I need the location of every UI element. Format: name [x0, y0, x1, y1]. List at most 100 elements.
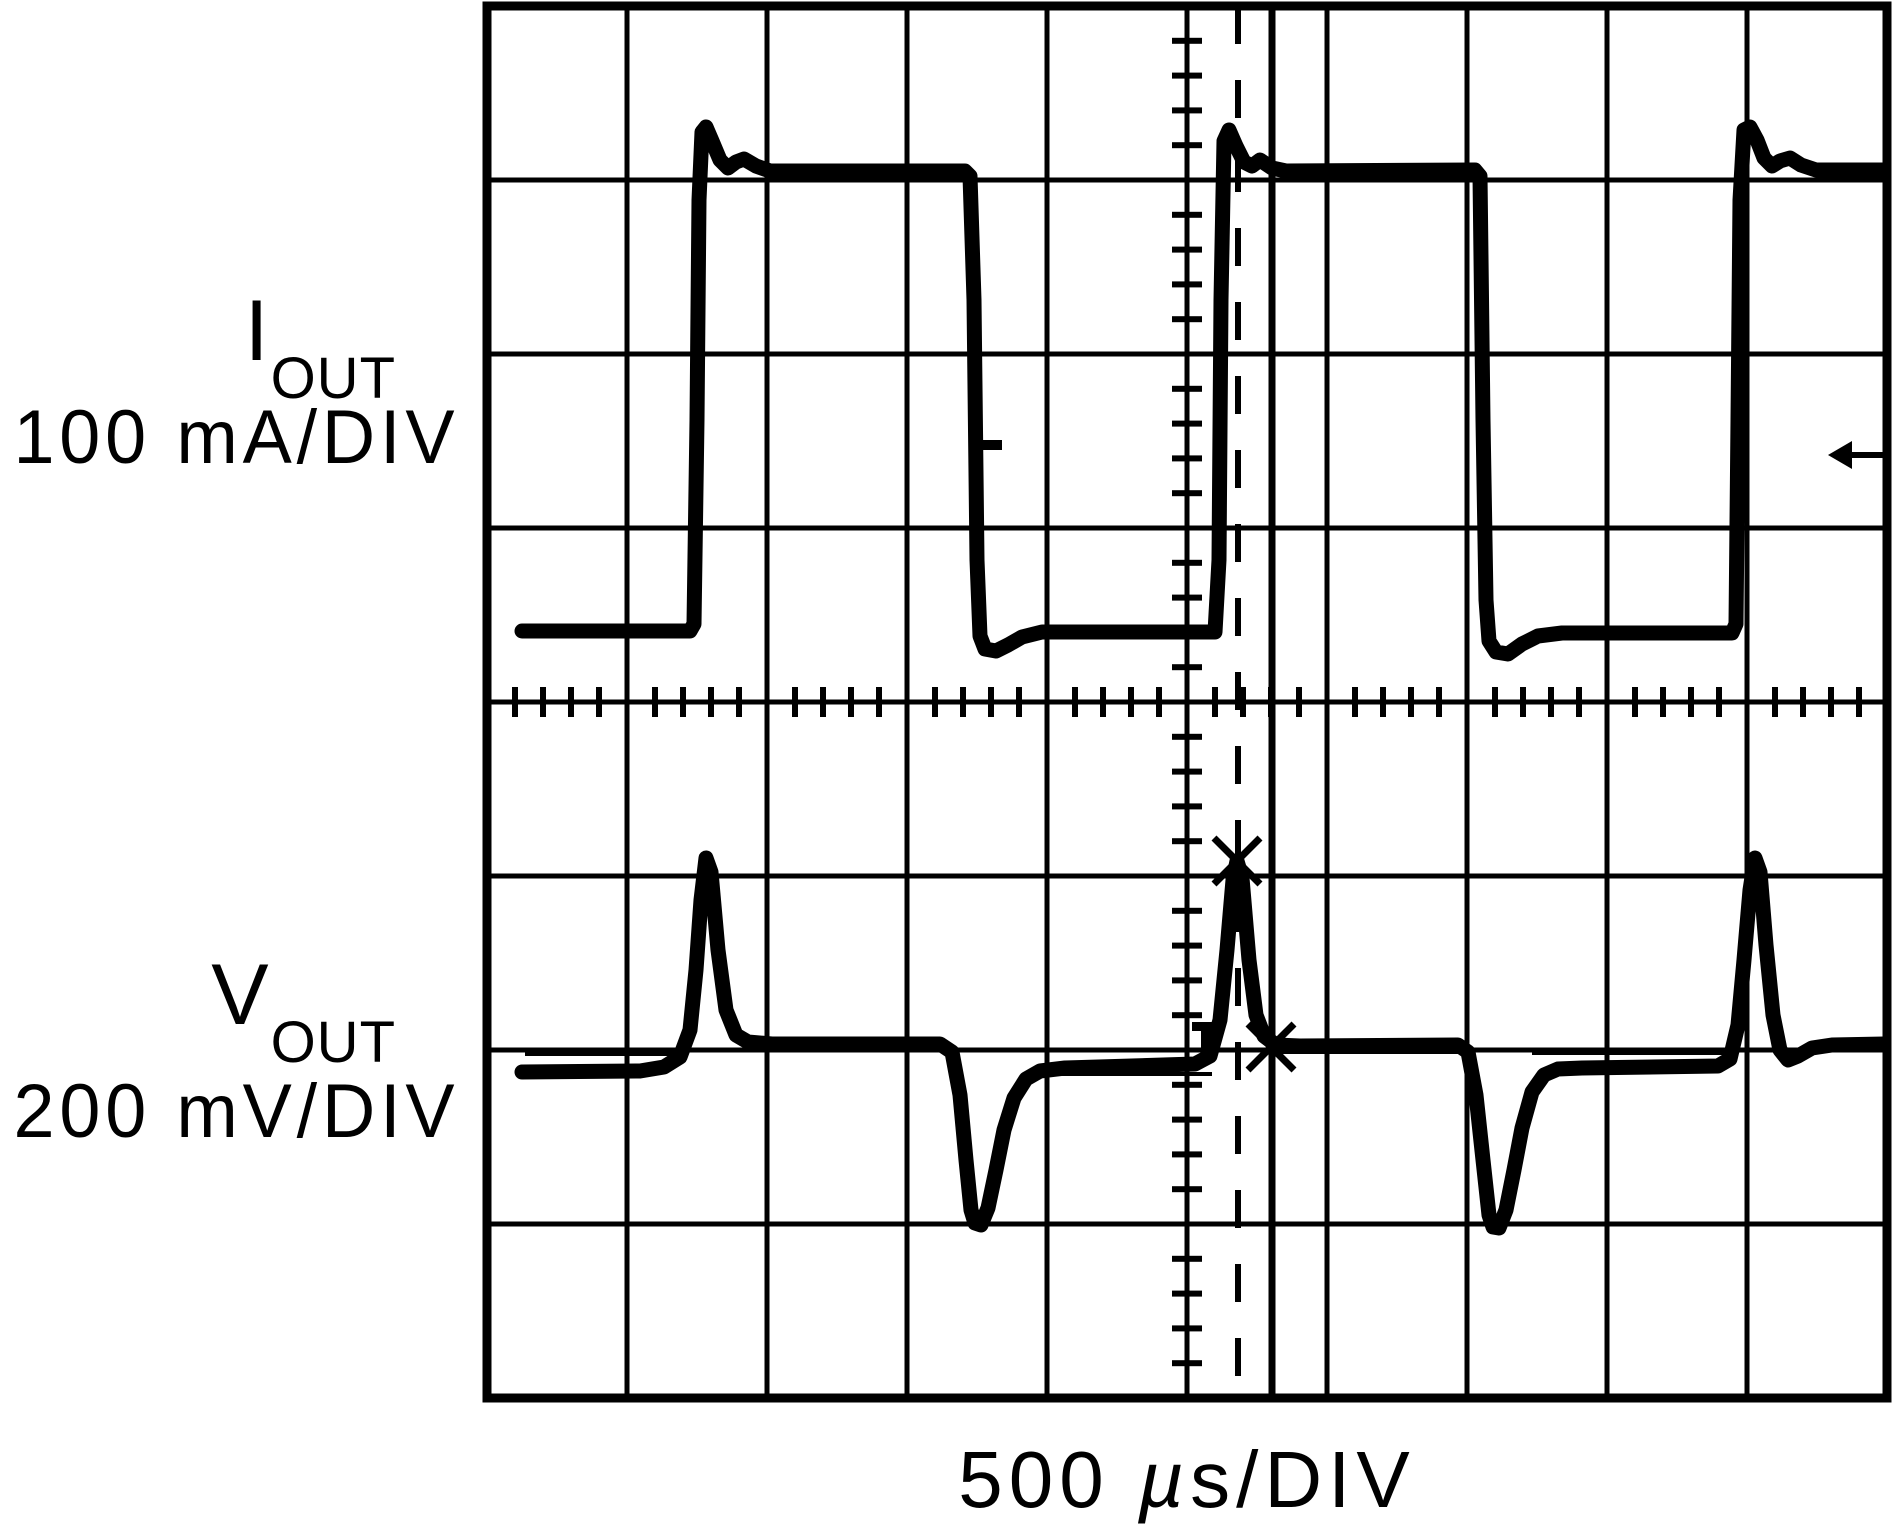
minor-tick-vertical-axis	[1172, 316, 1202, 323]
minor-tick-horizontal-axis	[1828, 687, 1834, 717]
vout-trace	[514, 850, 1892, 1236]
minor-tick-vertical-axis	[1172, 72, 1202, 79]
minor-tick-vertical-axis	[1172, 385, 1202, 392]
minor-tick-vertical-axis	[1172, 490, 1202, 497]
minor-tick-vertical-axis	[1172, 733, 1202, 740]
grid-horizontal-line	[482, 1221, 1892, 1227]
minor-tick-horizontal-axis	[1212, 687, 1218, 717]
minor-tick-horizontal-axis	[1520, 687, 1526, 717]
minor-tick-horizontal-axis	[1072, 687, 1078, 717]
minor-tick-vertical-axis	[1172, 1360, 1202, 1367]
cursor-x-marker	[1211, 835, 1263, 887]
minor-tick-horizontal-axis	[1856, 687, 1862, 717]
minor-tick-horizontal-axis	[596, 687, 602, 717]
minor-tick-horizontal-axis	[820, 687, 826, 717]
minor-tick-horizontal-axis	[1296, 687, 1302, 717]
minor-tick-horizontal-axis	[1632, 687, 1638, 717]
minor-tick-horizontal-axis	[1156, 687, 1162, 717]
minor-tick-horizontal-axis	[792, 687, 798, 717]
grid-horizontal-line	[482, 177, 1892, 183]
time-scale-unit: s/DIV	[1190, 1435, 1416, 1524]
minor-tick-vertical-axis	[1172, 1081, 1202, 1088]
minor-tick-vertical-axis	[1172, 977, 1202, 984]
minor-tick-vertical-axis	[1172, 107, 1202, 114]
minor-tick-horizontal-axis	[1240, 687, 1246, 717]
vout-symbol: V	[211, 947, 271, 1043]
minor-tick-horizontal-axis	[1408, 687, 1414, 717]
grid-horizontal-line	[482, 1393, 1892, 1403]
cursor-x-marker	[1245, 1021, 1297, 1073]
minor-tick-horizontal-axis	[1800, 687, 1806, 717]
minor-tick-horizontal-axis	[736, 687, 742, 717]
minor-tick-vertical-axis	[1172, 1290, 1202, 1297]
grid-horizontal-line	[482, 699, 1892, 705]
iout-trace	[514, 119, 1892, 662]
minor-tick-horizontal-axis	[1688, 687, 1694, 717]
minor-tick-vertical-axis	[1172, 211, 1202, 218]
vout-trace-label: VOUT	[0, 952, 396, 1072]
minor-tick-vertical-axis	[1172, 1255, 1202, 1262]
minor-tick-horizontal-axis	[1436, 687, 1442, 717]
level-arrow-head	[1828, 441, 1852, 469]
minor-tick-vertical-axis	[1172, 559, 1202, 566]
iout-symbol: I	[244, 283, 271, 379]
minor-tick-vertical-axis	[1172, 907, 1202, 914]
minor-tick-horizontal-axis	[960, 687, 966, 717]
iout-subscript: OUT	[270, 346, 396, 412]
minor-tick-vertical-axis	[1172, 803, 1202, 810]
micro-symbol: µ	[1138, 1435, 1191, 1524]
minor-tick-vertical-axis	[1172, 664, 1202, 671]
minor-tick-vertical-axis	[1172, 1186, 1202, 1193]
minor-tick-vertical-axis	[1172, 838, 1202, 845]
minor-tick-horizontal-axis	[512, 687, 518, 717]
minor-tick-vertical-axis	[1172, 37, 1202, 44]
minor-tick-horizontal-axis	[708, 687, 714, 717]
minor-tick-vertical-axis	[1172, 420, 1202, 427]
minor-tick-horizontal-axis	[1716, 687, 1722, 717]
iout-trace-label: IOUT	[0, 288, 396, 408]
minor-tick-horizontal-axis	[680, 687, 686, 717]
minor-tick-vertical-axis	[1172, 1012, 1202, 1019]
minor-tick-horizontal-axis	[1352, 687, 1358, 717]
minor-tick-vertical-axis	[1172, 1151, 1202, 1158]
minor-tick-horizontal-axis	[540, 687, 546, 717]
grid-horizontal-line	[482, 351, 1892, 357]
grid-horizontal-line	[482, 1047, 1892, 1053]
minor-tick-horizontal-axis	[1660, 687, 1666, 717]
minor-tick-vertical-axis	[1172, 281, 1202, 288]
vout-scale-label: 200 mV/DIV	[13, 1069, 460, 1154]
minor-tick-vertical-axis	[1172, 1116, 1202, 1123]
vout-subscript: OUT	[270, 1010, 396, 1076]
minor-tick-horizontal-axis	[1128, 687, 1134, 717]
grid-horizontal-line	[482, 525, 1892, 531]
minor-tick-vertical-axis	[1172, 1325, 1202, 1332]
minor-tick-horizontal-axis	[1548, 687, 1554, 717]
minor-tick-horizontal-axis	[652, 687, 658, 717]
edge-level-tick	[976, 440, 1002, 450]
minor-tick-horizontal-axis	[988, 687, 994, 717]
minor-tick-horizontal-axis	[1380, 687, 1386, 717]
trigger-t-marker	[1201, 1022, 1210, 1052]
minor-tick-horizontal-axis	[876, 687, 882, 717]
minor-tick-vertical-axis	[1172, 246, 1202, 253]
minor-tick-vertical-axis	[1172, 594, 1202, 601]
grid-horizontal-line	[482, 873, 1892, 879]
minor-tick-horizontal-axis	[568, 687, 574, 717]
minor-tick-horizontal-axis	[1492, 687, 1498, 717]
minor-tick-horizontal-axis	[1772, 687, 1778, 717]
minor-tick-vertical-axis	[1172, 142, 1202, 149]
minor-tick-vertical-axis	[1172, 942, 1202, 949]
minor-tick-horizontal-axis	[932, 687, 938, 717]
grid-horizontal-line	[482, 1, 1892, 11]
minor-tick-horizontal-axis	[848, 687, 854, 717]
time-scale-value: 500	[958, 1435, 1138, 1524]
minor-tick-horizontal-axis	[1100, 687, 1106, 717]
time-scale-label: 500 µs/DIV	[487, 1440, 1887, 1520]
iout-scale-label: 100 mA/DIV	[13, 395, 460, 480]
minor-tick-horizontal-axis	[1576, 687, 1582, 717]
minor-tick-vertical-axis	[1172, 455, 1202, 462]
minor-tick-vertical-axis	[1172, 768, 1202, 775]
minor-tick-horizontal-axis	[1016, 687, 1022, 717]
